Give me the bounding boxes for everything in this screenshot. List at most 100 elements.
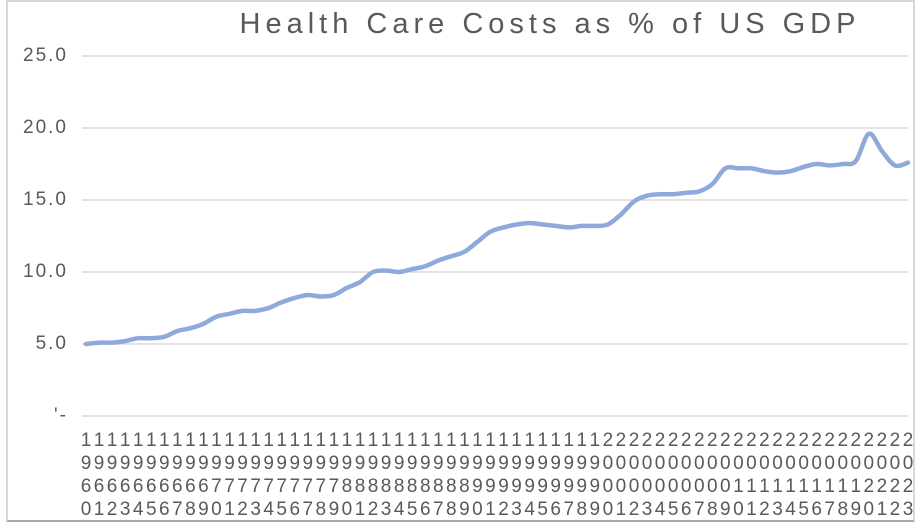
x-tick-digit: 9 [550, 453, 561, 474]
x-tick-digit: 9 [589, 476, 601, 497]
x-tick-digit: 1 [472, 430, 483, 451]
x-tick-digit: 1 [446, 430, 457, 451]
x-tick-digit: 1 [393, 430, 405, 451]
x-tick-digit: 1 [419, 430, 431, 451]
x-tick-digit: 9 [472, 476, 483, 497]
x-tick-digit: 2 [759, 499, 770, 520]
x-tick-digit: 0 [654, 453, 666, 474]
x-tick-digit: 9 [524, 453, 535, 474]
x-tick-digit: 8 [837, 499, 849, 520]
x-tick-digit: 3 [119, 499, 131, 520]
x-tick-digit: 0 [824, 453, 835, 474]
x-tick-digit: 0 [902, 453, 914, 474]
x-tick-digit: 9 [119, 453, 131, 474]
x-tick-digit: 1 [746, 476, 757, 497]
x-tick-digit: 9 [172, 453, 183, 474]
x-tick-digit: 1 [93, 430, 105, 451]
x-tick-digit: 0 [602, 476, 614, 497]
x-tick-digit: 6 [106, 476, 118, 497]
x-tick-digit: 6 [93, 476, 105, 497]
x-tick-digit: 8 [354, 476, 366, 497]
x-tick-digit: 2 [824, 430, 835, 451]
x-tick-digit: 9 [576, 476, 588, 497]
x-tick-digit: 2 [602, 430, 614, 451]
x-tick-digit: 8 [576, 499, 588, 520]
x-tick-digit: 9 [550, 476, 561, 497]
x-tick-digit: 9 [511, 476, 522, 497]
x-tick-digit: 2 [772, 430, 783, 451]
x-tick-digit: 1 [224, 499, 235, 520]
x-tick-digit: 2 [863, 476, 875, 497]
x-tick-digit: 2 [641, 430, 653, 451]
x-tick-digit: 9 [185, 453, 196, 474]
x-tick-digit: 0 [863, 453, 875, 474]
x-tick-digit: 0 [733, 499, 744, 520]
y-tick-label: '- [54, 405, 68, 426]
x-tick-digit: 1 [537, 430, 548, 451]
x-tick-digit: 6 [80, 476, 92, 497]
x-tick-digit: 9 [106, 453, 118, 474]
x-tick-digit: 8 [432, 476, 444, 497]
x-tick-digit: 9 [446, 453, 457, 474]
x-tick-digit: 4 [263, 499, 274, 520]
x-tick-digit: 7 [302, 476, 314, 497]
x-tick-digit: 0 [693, 476, 705, 497]
x-tick-digit: 2 [811, 430, 822, 451]
x-tick-digit: 0 [472, 499, 483, 520]
x-tick-digit: 9 [459, 453, 470, 474]
data-line-series [83, 131, 911, 347]
x-tick-digit: 6 [185, 476, 196, 497]
x-tick-digit: 1 [289, 430, 301, 451]
x-tick-digit: 1 [524, 430, 535, 451]
x-tick-digit: 9 [850, 499, 862, 520]
x-tick-digit: 1 [824, 476, 835, 497]
x-tick-digit: 2 [706, 430, 718, 451]
x-tick-digit: 4 [524, 499, 535, 520]
x-tick-digit: 0 [798, 453, 809, 474]
x-tick-digit: 1 [459, 430, 470, 451]
x-tick-digit: 1 [498, 430, 509, 451]
x-tick-digit: 5 [276, 499, 287, 520]
x-tick-digit: 6 [158, 499, 170, 520]
x-tick-digit: 1 [132, 430, 144, 451]
x-tick-digit: 1 [576, 430, 588, 451]
x-tick-digit: 7 [302, 499, 314, 520]
x-tick-digit: 7 [432, 499, 444, 520]
x-tick-digit: 1 [876, 499, 888, 520]
x-tick-digit: 6 [680, 499, 692, 520]
y-tick-label: 25.0 [23, 45, 68, 66]
x-tick-digit: 7 [276, 476, 287, 497]
x-tick-digit: 2 [746, 430, 757, 451]
x-tick-digit: 9 [498, 476, 509, 497]
x-tick-digit: 1 [837, 476, 849, 497]
x-tick-digit: 1 [850, 476, 862, 497]
x-tick-digit: 1 [341, 430, 353, 451]
x-tick-digit: 1 [759, 476, 770, 497]
x-tick-digit: 8 [706, 499, 718, 520]
x-tick-digit: 9 [276, 453, 287, 474]
x-tick-digit: 8 [393, 476, 405, 497]
x-tick-digit: 0 [863, 499, 875, 520]
x-tick-digit: 0 [720, 476, 731, 497]
x-tick-digit: 6 [132, 476, 144, 497]
x-tick-digit: 2 [759, 430, 770, 451]
